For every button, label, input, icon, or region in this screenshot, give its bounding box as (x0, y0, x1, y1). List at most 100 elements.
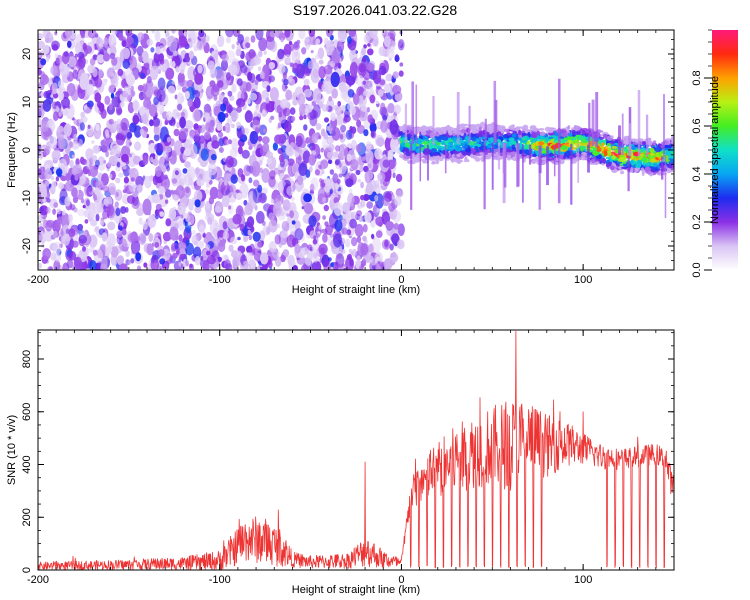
spectrogram-noise-cell (80, 111, 85, 119)
spectrogram-noise-cell (358, 215, 364, 223)
spectrogram-noise-cell (257, 135, 263, 142)
spectrogram-noise-cell (165, 146, 172, 153)
spectrogram-noise-cell (331, 49, 341, 64)
spectrogram-noise-cell (117, 108, 123, 115)
spectrogram-ridge-cell (439, 130, 444, 135)
spectrogram-noise-cell (116, 255, 125, 266)
spectrogram-noise-cell (182, 79, 189, 91)
spectrogram-noise-cell (52, 111, 59, 121)
spectrogram-noise-cell (241, 228, 248, 236)
spectrogram-noise-cell (282, 199, 291, 211)
spectrogram-ridge-cell (578, 135, 584, 141)
spectrogram-noise-cell (394, 196, 402, 206)
spectrogram-noise-cell (370, 220, 376, 228)
spectrogram-noise-cell (200, 159, 207, 167)
spectrogram-ridge-cell (617, 158, 624, 162)
spectrogram-ridge-cell (509, 140, 514, 144)
spectrogram-noise-cell (322, 136, 331, 150)
spectrogram-noise-cell (338, 81, 347, 93)
spectrogram-noise-cell (321, 228, 325, 234)
spectrogram-noise-cell (283, 121, 292, 133)
spectrogram-noise-cell (258, 37, 268, 52)
spectrogram-noise-cell (307, 244, 313, 251)
spectrogram-noise-cell (187, 66, 196, 81)
spectrogram-noise-cell (261, 168, 271, 184)
spectrogram-ridge-cell (527, 132, 531, 137)
spectrogram-noise-cell (114, 201, 119, 208)
spectrogram-noise-cell (90, 219, 98, 227)
spectrogram-noise-cell (275, 256, 282, 267)
spectrogram-noise-cell (328, 96, 333, 102)
spectrogram-noise-cell (334, 219, 343, 232)
spectrogram-noise-cell (193, 97, 201, 109)
spectrogram-ridge-cell (447, 147, 455, 151)
spectrogram-noise-cell (180, 111, 185, 118)
spectrogram-noise-cell (56, 208, 62, 215)
spectrogram-noise-cell (175, 249, 180, 255)
spectrogram-noise-cell (383, 35, 391, 48)
spectrogram-ridge-cell (559, 159, 565, 165)
spectrogram-noise-cell (107, 245, 113, 254)
spectrogram-noise-cell (87, 30, 97, 39)
spectrogram-noise-cell (343, 267, 347, 270)
spectrogram-noise-cell (200, 255, 204, 261)
spectrogram-noise-cell (257, 66, 262, 72)
spectrogram-noise-cell (202, 170, 212, 183)
spectrogram-noise-cell (222, 221, 228, 230)
spectrogram-noise-cell (96, 37, 104, 50)
spectrogram-ridge-cell (658, 152, 663, 158)
spectrogram-noise-cell (371, 258, 377, 266)
spectrogram-ridge-cell (477, 133, 484, 138)
spectrogram-noise-cell (326, 125, 331, 131)
spectrogram-noise-cell (388, 202, 395, 212)
spectrogram-noise-cell (168, 207, 177, 221)
spectrogram-noise-cell (107, 182, 117, 195)
spectrogram-noise-cell (148, 104, 158, 117)
spectrogram-noise-cell (369, 94, 376, 104)
spectrogram-noise-cell (257, 184, 263, 193)
spectrogram-noise-cell (303, 88, 313, 98)
spectrogram-noise-cell (350, 159, 359, 170)
spectrogram-noise-cell (171, 30, 176, 34)
spectrogram-noise-cell (372, 204, 380, 218)
spectrogram-noise-cell (89, 245, 95, 253)
spectrogram-noise-cell (171, 150, 177, 157)
spectrogram-noise-cell (68, 228, 76, 238)
spectrogram-noise-cell (262, 142, 270, 153)
spectrogram-noise-cell (228, 205, 232, 210)
spectrogram-noise-cell (335, 106, 342, 116)
spectrogram-noise-cell (177, 72, 185, 84)
spectrogram-noise-cell (385, 221, 395, 230)
spectrogram-noise-cell (272, 249, 280, 259)
spectrogram-noise-cell (366, 62, 375, 72)
spectrogram-noise-cell (259, 167, 264, 174)
spectrogram-noise-cell (251, 119, 261, 131)
spectrogram-noise-cell (86, 100, 94, 108)
spectrogram-noise-cell (346, 231, 350, 236)
spectrogram-noise-cell (236, 78, 243, 86)
spectrogram-noise-cell (386, 48, 395, 60)
spectrogram-noise-cell (64, 30, 73, 38)
spectrogram-noise-cell (292, 265, 298, 270)
spectrogram-noise-cell (253, 252, 262, 262)
spectrogram-noise-cell (349, 62, 358, 77)
spectrogram-noise-cell (303, 193, 312, 203)
spectrogram-noise-cell (334, 263, 343, 270)
spectrogram-noise-cell (305, 104, 313, 113)
spectrogram-noise-cell (78, 234, 88, 244)
spectrogram-noise-cell (157, 77, 166, 91)
spectrogram-noise-cell (252, 231, 261, 242)
spectrogram-noise-cell (72, 240, 79, 248)
spectrogram-ridge-cell (459, 123, 466, 129)
spectrogram-ridge-cell (649, 147, 655, 153)
spectrogram-noise-cell (277, 122, 282, 129)
spectrogram-noise-cell (93, 199, 102, 215)
spectrogram-noise-cell (286, 185, 294, 196)
spectrogram-noise-cell (118, 33, 124, 41)
spectrogram-noise-cell (277, 48, 285, 60)
spectrogram-ridge-cell (592, 150, 599, 156)
spectrogram-noise-cell (215, 100, 221, 107)
spectrogram-noise-cell (178, 36, 188, 48)
spectrogram-noise-cell (226, 50, 236, 64)
spectrogram-noise-cell (122, 165, 127, 170)
